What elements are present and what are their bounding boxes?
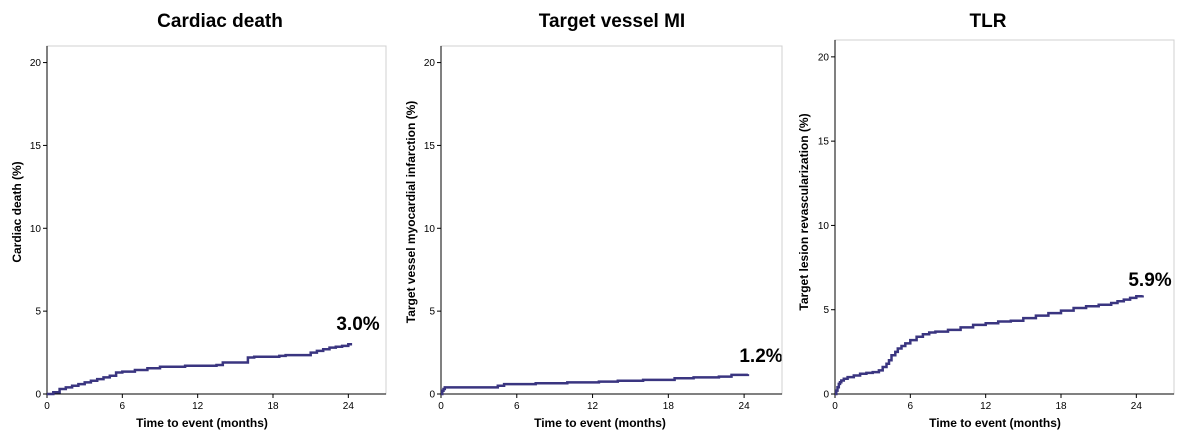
panel-tlr: TLR Target lesion revascularization (%) … bbox=[797, 11, 1175, 430]
km-curve bbox=[47, 343, 353, 396]
panel-title: TLR bbox=[970, 11, 1007, 32]
y-tick-label: 15 bbox=[424, 141, 436, 152]
final-rate-annotation: 3.0% bbox=[336, 314, 379, 335]
x-tick-label: 6 bbox=[908, 401, 914, 412]
y-axis-label: Target vessel myocardial infarction (%) bbox=[404, 101, 418, 324]
x-axis-label: Time to event (months) bbox=[136, 416, 268, 430]
y-tick-label: 15 bbox=[818, 137, 830, 148]
y-tick-label: 20 bbox=[424, 58, 436, 69]
y-tick-label: 0 bbox=[823, 390, 829, 401]
y-tick-label: 0 bbox=[35, 390, 41, 401]
y-tick-label: 10 bbox=[424, 224, 436, 235]
panel-title: Cardiac death bbox=[157, 11, 283, 32]
x-tick-label: 18 bbox=[1055, 401, 1067, 412]
y-tick-label: 10 bbox=[30, 224, 42, 235]
y-tick-label: 0 bbox=[429, 390, 435, 401]
x-tick-label: 0 bbox=[438, 401, 444, 412]
y-tick-label: 5 bbox=[823, 305, 829, 316]
final-rate-annotation: 5.9% bbox=[1128, 270, 1171, 291]
km-curve bbox=[835, 294, 1144, 396]
y-axis-label: Target lesion revascularization (%) bbox=[797, 113, 811, 310]
panel-cardiac-death: Cardiac death Cardiac death (%) Time to … bbox=[10, 11, 387, 430]
x-tick-label: 12 bbox=[192, 401, 204, 412]
x-tick-label: 24 bbox=[1131, 401, 1143, 412]
y-tick-label: 5 bbox=[35, 307, 41, 318]
plot-frame bbox=[440, 45, 783, 395]
x-tick-label: 6 bbox=[120, 401, 126, 412]
x-tick-label: 0 bbox=[44, 401, 50, 412]
x-tick-label: 0 bbox=[832, 401, 838, 412]
panel-title: Target vessel MI bbox=[539, 11, 685, 32]
plot-frame bbox=[834, 39, 1175, 395]
panel-target-vessel-mi: Target vessel MI Target vessel myocardia… bbox=[404, 11, 783, 430]
y-tick-label: 5 bbox=[429, 307, 435, 318]
x-tick-label: 18 bbox=[267, 401, 279, 412]
x-tick-label: 24 bbox=[343, 401, 355, 412]
x-tick-label: 12 bbox=[587, 401, 599, 412]
x-axis-label: Time to event (months) bbox=[929, 416, 1061, 430]
plot-frame bbox=[46, 45, 387, 395]
x-tick-label: 6 bbox=[514, 401, 520, 412]
x-tick-label: 12 bbox=[980, 401, 992, 412]
x-tick-label: 24 bbox=[739, 401, 751, 412]
y-tick-label: 10 bbox=[818, 221, 830, 232]
x-axis-label: Time to event (months) bbox=[534, 416, 666, 430]
y-tick-label: 20 bbox=[818, 52, 830, 63]
x-tick-label: 18 bbox=[663, 401, 675, 412]
y-axis-label: Cardiac death (%) bbox=[10, 161, 24, 262]
km-curve bbox=[441, 373, 750, 396]
final-rate-annotation: 1.2% bbox=[739, 346, 782, 367]
y-tick-label: 15 bbox=[30, 141, 42, 152]
y-tick-label: 20 bbox=[30, 58, 42, 69]
